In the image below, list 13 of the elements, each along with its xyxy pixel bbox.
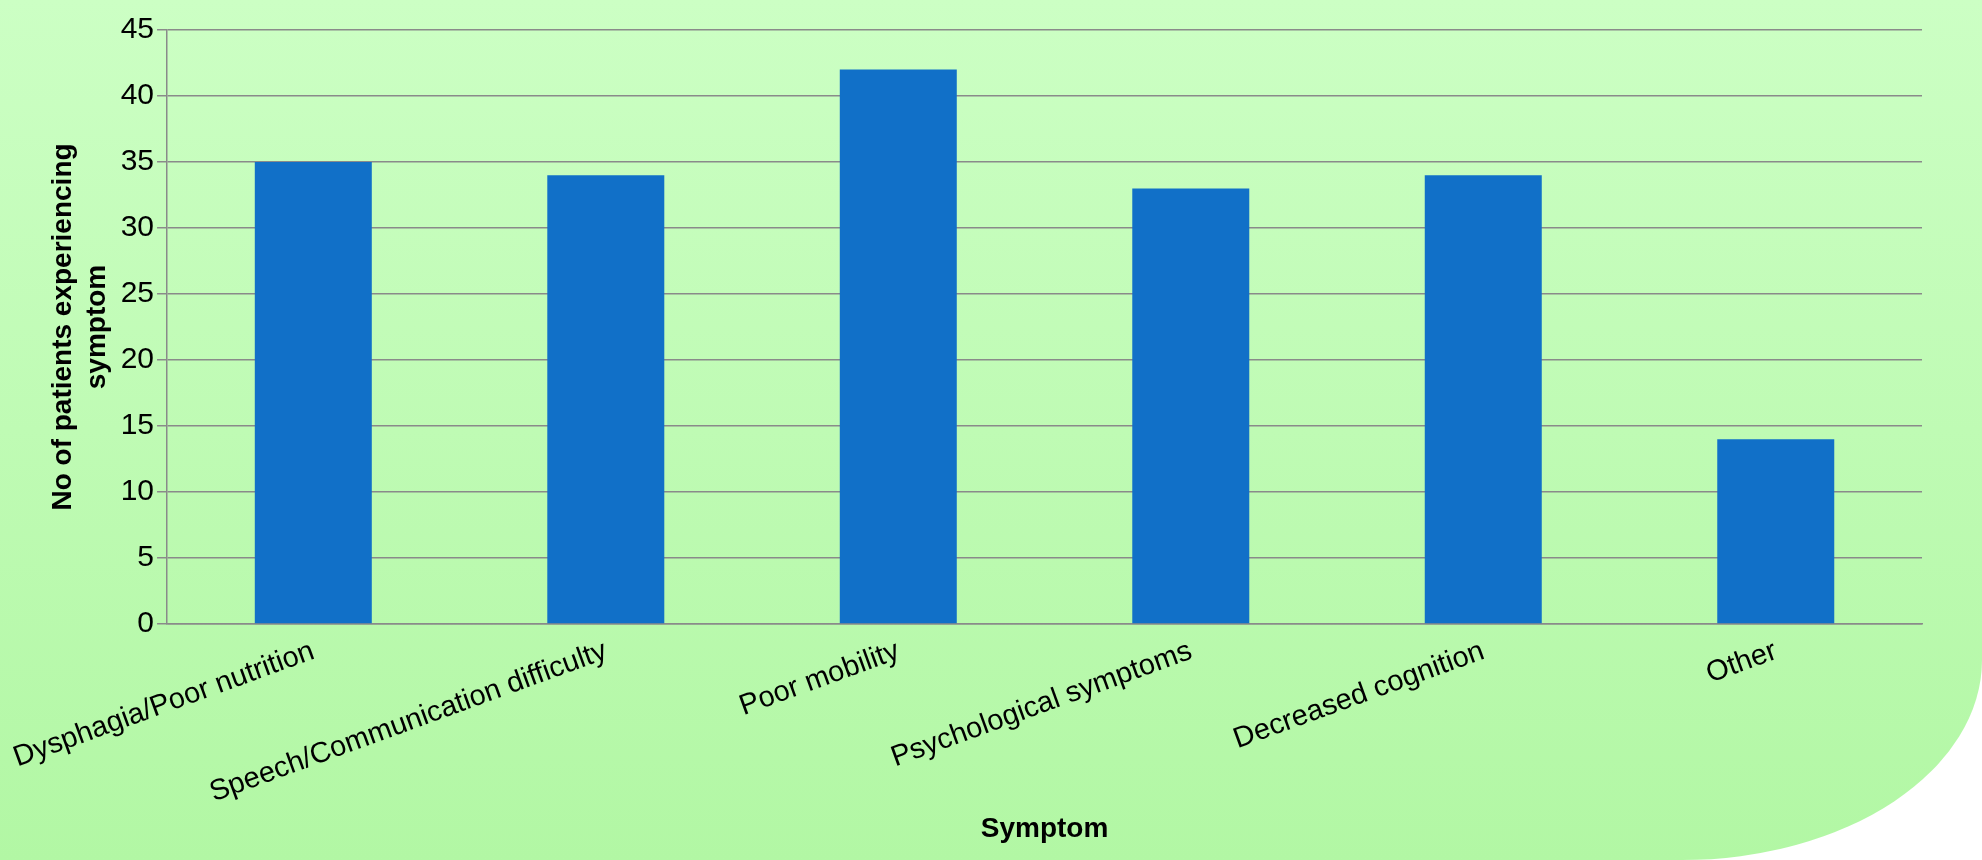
y-tick-label: 30	[120, 209, 155, 243]
y-tick-label: 0	[137, 605, 155, 639]
x-axis-title: Symptom	[980, 811, 1109, 843]
y-tick-label: 20	[120, 341, 155, 375]
y-tick-label: 15	[120, 407, 155, 441]
y-tick-label: 10	[120, 473, 155, 507]
y-tick-label: 35	[120, 143, 155, 177]
y-axis-title: No of patients experiencing symptom	[46, 143, 111, 511]
y-tick-label: 5	[137, 539, 155, 573]
y-tick-label: 45	[120, 11, 155, 45]
y-tick-label: 40	[120, 77, 155, 111]
y-tick-label: 25	[120, 275, 155, 309]
x-tick-label: Other	[1701, 633, 1781, 689]
